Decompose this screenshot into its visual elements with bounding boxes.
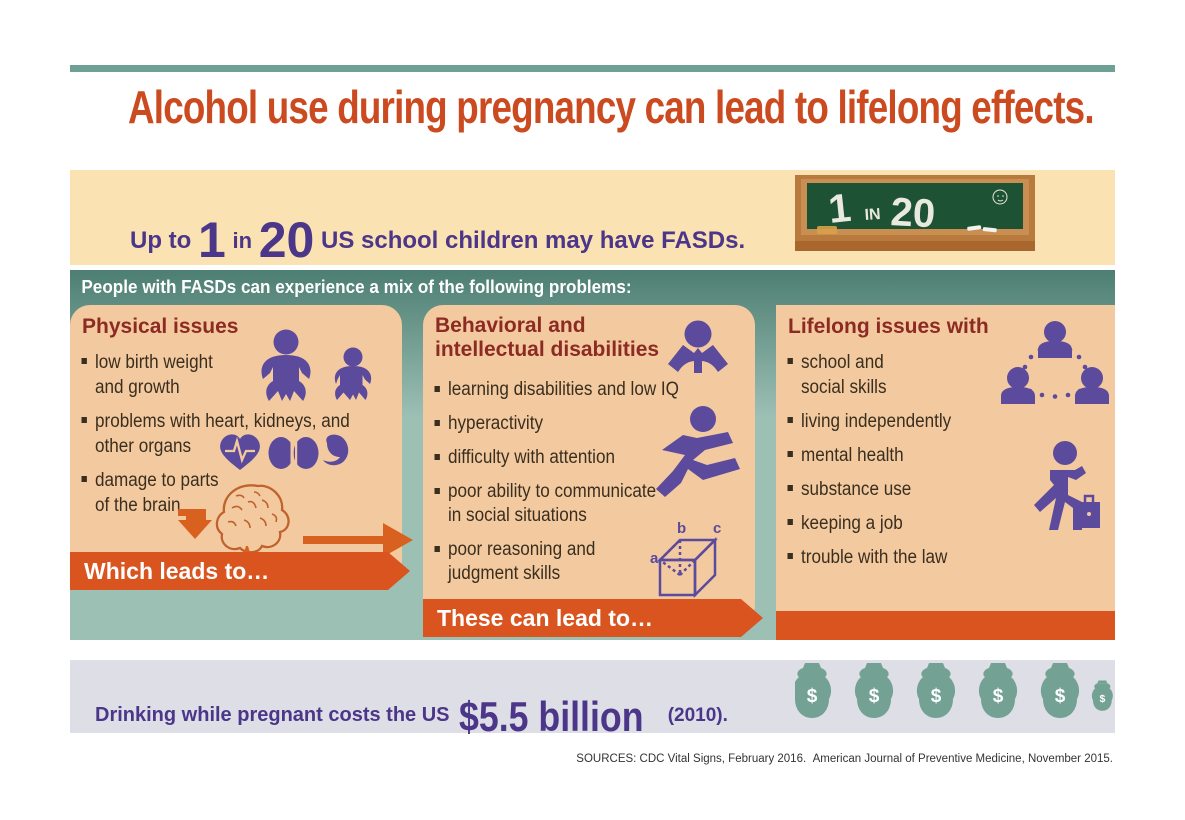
svg-text:c: c [713,520,721,537]
svg-text:20: 20 [890,190,937,236]
svg-text:b: b [677,520,686,537]
svg-text:1: 1 [826,186,853,232]
svg-text:a: a [650,550,659,567]
svg-text:Which leads to…: Which leads to… [84,558,269,584]
svg-text:These can lead to…: These can lead to… [437,605,653,631]
svg-text:IN: IN [864,206,881,224]
